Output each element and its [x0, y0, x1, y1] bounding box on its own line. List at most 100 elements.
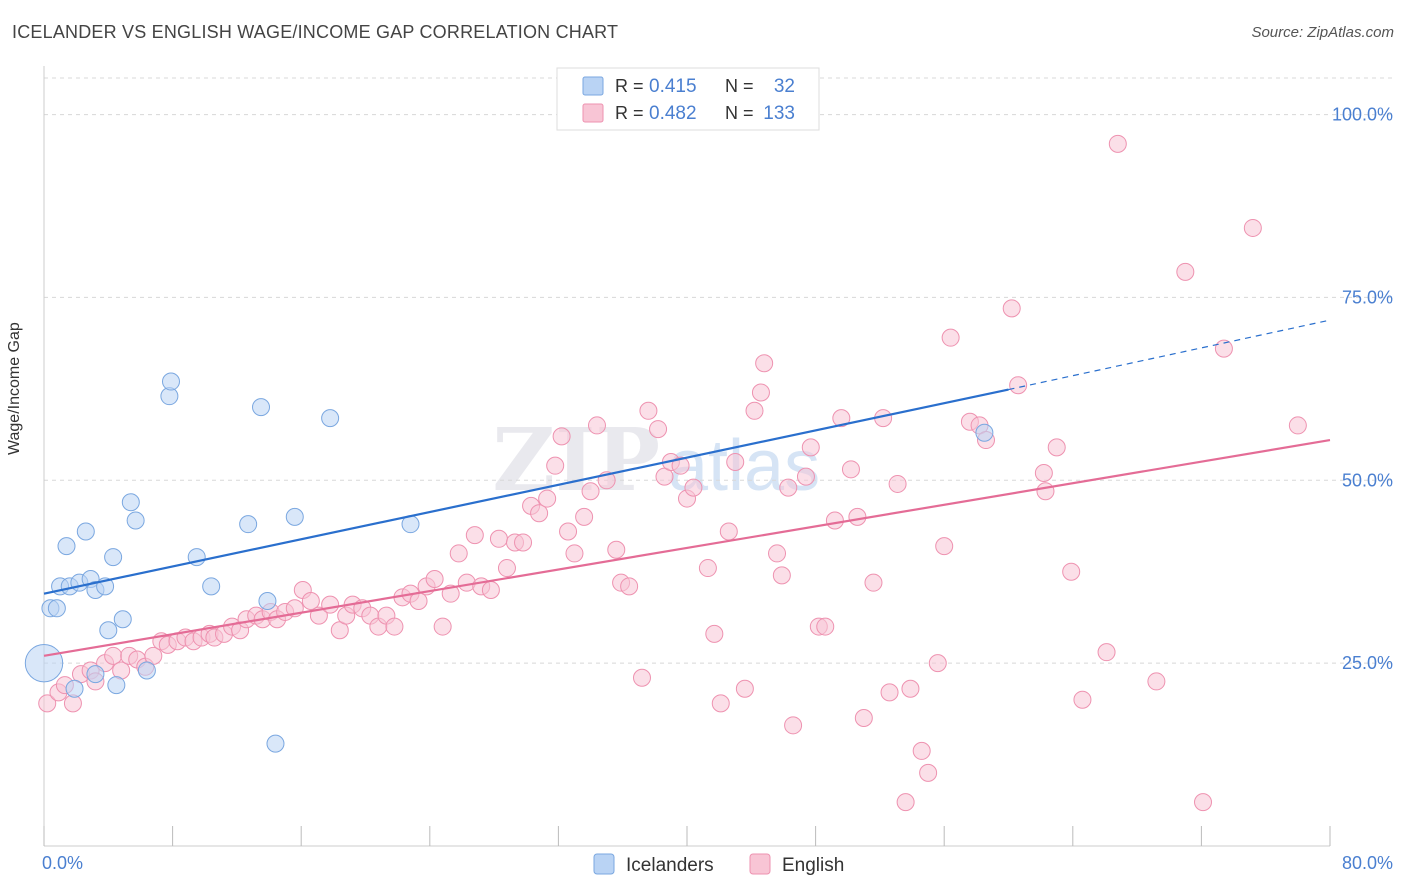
- english-point: [425, 570, 444, 589]
- english-point: [919, 763, 938, 782]
- english-point: [1288, 416, 1307, 435]
- english-point: [1108, 134, 1127, 153]
- english-point: [768, 544, 787, 563]
- english-point: [38, 694, 57, 713]
- icelanders-point: [65, 679, 84, 698]
- english-point: [684, 478, 703, 497]
- english-point: [705, 624, 724, 643]
- english-point: [854, 709, 873, 727]
- english-point: [719, 522, 738, 541]
- english-point: [711, 694, 730, 713]
- x-tick-label: 80.0%: [1342, 853, 1393, 873]
- x-tick-label: 0.0%: [42, 853, 83, 873]
- legend-r-value: 0.415: [649, 76, 697, 97]
- english-point: [755, 354, 774, 373]
- icelanders-point: [76, 522, 95, 541]
- english-point: [587, 416, 606, 435]
- english-point: [825, 511, 844, 530]
- english-point: [880, 683, 899, 702]
- english-point: [1097, 643, 1116, 662]
- english-point: [301, 591, 320, 610]
- icelanders-point: [252, 398, 271, 417]
- english-point: [1176, 262, 1195, 281]
- english-point: [816, 617, 835, 636]
- english-point: [896, 793, 915, 812]
- icelanders-point: [104, 548, 123, 567]
- english-point: [928, 654, 947, 673]
- english-point: [784, 716, 803, 735]
- english-point: [832, 409, 851, 428]
- english-point: [751, 383, 770, 402]
- source-label: Source: ZipAtlas.com: [1251, 24, 1394, 41]
- english-point: [632, 668, 651, 687]
- english-points: [38, 134, 1307, 812]
- english-point: [565, 544, 584, 563]
- english-point: [941, 328, 960, 347]
- english-point: [449, 544, 468, 563]
- legend-n-label: N =: [725, 76, 754, 96]
- english-point: [385, 617, 404, 636]
- icelanders-point: [285, 507, 304, 526]
- english-point: [321, 595, 340, 614]
- icelanders-trend-extension: [1008, 319, 1331, 391]
- english-point: [841, 460, 860, 479]
- english-point: [726, 453, 745, 471]
- english-point: [538, 489, 557, 508]
- y-tick-label: 100.0%: [1332, 105, 1393, 125]
- trend-lines: [43, 319, 1331, 657]
- icelanders-point: [57, 537, 76, 556]
- english-point: [901, 679, 920, 698]
- english-point: [1036, 482, 1055, 501]
- bottom-legend: Icelanders English: [593, 853, 844, 876]
- english-point: [514, 533, 533, 552]
- icelanders-point: [258, 591, 277, 610]
- watermark: ZIP atlas: [492, 410, 820, 511]
- icelanders-point: [975, 423, 994, 442]
- english-point: [1194, 793, 1213, 812]
- icelanders-point: [107, 676, 126, 695]
- english-point: [912, 741, 931, 760]
- legend-r-label: R =: [615, 103, 644, 123]
- english-point: [772, 566, 791, 585]
- icelanders-trend-line: [43, 388, 1009, 595]
- legend-r-label: R =: [615, 76, 644, 96]
- english-point: [1147, 672, 1166, 691]
- english-point: [1073, 690, 1092, 709]
- icelanders-point: [239, 515, 258, 534]
- english-point: [530, 504, 549, 523]
- english-trend-line: [43, 438, 1331, 657]
- english-point: [559, 522, 578, 541]
- watermark-zip: ZIP: [492, 410, 660, 511]
- bottom-legend-label: Icelanders: [626, 855, 714, 876]
- english-point: [649, 420, 668, 439]
- english-point: [796, 467, 815, 486]
- english-point: [607, 540, 626, 559]
- english-point: [489, 529, 508, 548]
- english-point: [1062, 562, 1081, 581]
- legend-r-value: 0.482: [649, 103, 697, 124]
- english-point: [1009, 376, 1028, 395]
- english-point: [935, 537, 954, 556]
- english-point: [497, 559, 516, 578]
- icelanders-point: [121, 493, 140, 512]
- legend-n-value: 133: [763, 103, 795, 124]
- english-point: [1047, 438, 1066, 457]
- legend-swatch: [582, 76, 604, 96]
- english-point: [552, 427, 571, 446]
- icelanders-point: [24, 643, 64, 683]
- icelanders-point: [266, 734, 285, 753]
- bottom-legend-swatch: [593, 853, 615, 875]
- icelanders-point: [202, 577, 221, 596]
- chart-title: ICELANDER VS ENGLISH WAGE/INCOME GAP COR…: [12, 22, 619, 42]
- english-point: [698, 559, 717, 578]
- y-tick-label: 50.0%: [1342, 470, 1393, 490]
- icelanders-points: [24, 372, 994, 753]
- bottom-legend-label: English: [782, 855, 844, 876]
- x-axis: [43, 66, 1331, 847]
- english-point: [433, 617, 452, 636]
- english-point: [864, 573, 883, 592]
- english-point: [745, 401, 764, 420]
- tick-labels: 25.0% 50.0% 75.0% 100.0% 0.0% 80.0%: [42, 105, 1393, 873]
- legend-swatch: [582, 103, 604, 123]
